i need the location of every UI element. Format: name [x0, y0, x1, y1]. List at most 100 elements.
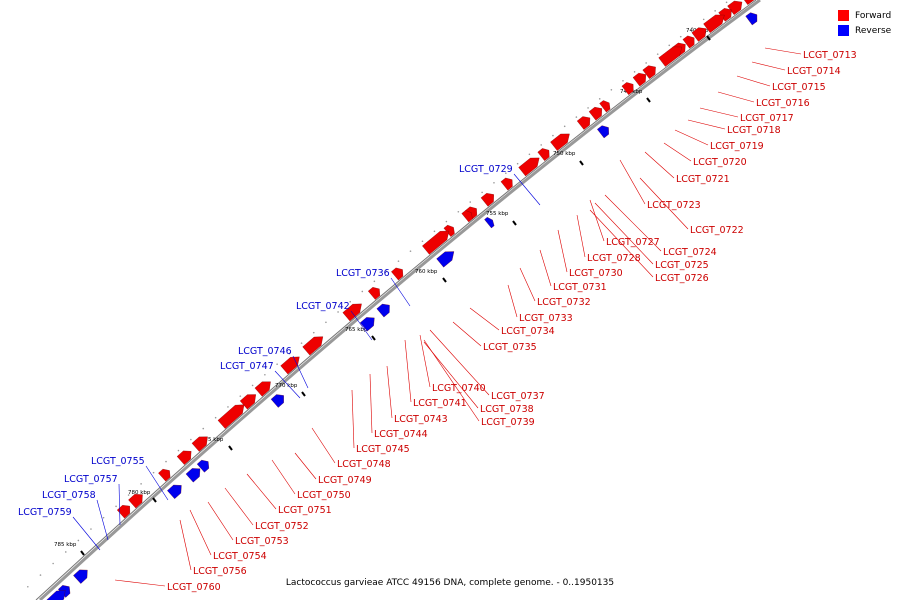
reverse-gene-arrow [167, 484, 182, 499]
forward-leader-line [557, 229, 568, 273]
scale-minor-dot [445, 220, 448, 223]
forward-gene-arrow [718, 8, 732, 22]
forward-gene-arrow [254, 381, 271, 397]
forward-gene-arrow [703, 14, 725, 33]
scale-minor-dot [202, 427, 205, 430]
scale-minor-dot [421, 240, 424, 243]
forward-gene-label: LCGT_0726 [655, 273, 709, 284]
scale-tick-mark [228, 445, 233, 451]
forward-gene-label: LCGT_0738 [480, 404, 534, 415]
scale-minor-dot [276, 363, 278, 365]
forward-gene-label: LCGT_0756 [193, 566, 247, 577]
scale-minor-dot [77, 539, 80, 542]
forward-gene-label: LCGT_0719 [710, 141, 764, 152]
reverse-gene-label: LCGT_0758 [42, 490, 96, 501]
scale-minor-dot [397, 260, 400, 262]
forward-gene-arrow [588, 107, 603, 121]
forward-gene-arrow [302, 336, 324, 356]
forward-leader-line [604, 194, 662, 252]
scale-minor-dot [656, 53, 659, 55]
genome-backbone-edge [35, 0, 757, 600]
scale-tick-mark [512, 220, 517, 226]
forward-leader-line [469, 307, 500, 331]
forward-gene-label: LCGT_0717 [740, 113, 794, 124]
scale-minor-dot [214, 416, 217, 419]
forward-leader-line [687, 119, 726, 130]
scale-tick-label: 760 kbp [415, 269, 438, 275]
scale-tick-label: 780 kbp [128, 490, 151, 496]
forward-gene-arrow [158, 468, 171, 482]
scale-minor-dot [587, 107, 589, 109]
forward-leader-line [663, 142, 692, 162]
scale-minor-dot [239, 395, 242, 397]
reverse-gene-arrow [196, 459, 210, 473]
scale-tick-mark [579, 160, 584, 166]
scale-tick-mark [152, 497, 157, 503]
forward-gene-label: LCGT_0752 [255, 521, 309, 532]
forward-leader-line [764, 47, 802, 55]
scale-tick-label: 750 kbp [553, 151, 576, 157]
forward-leader-line [717, 91, 755, 103]
reverse-leader-line [350, 310, 373, 341]
reverse-leader-line [145, 465, 169, 501]
forward-gene-arrow [480, 193, 494, 207]
forward-leader-line [589, 199, 605, 242]
reverse-gene-label: LCGT_0757 [64, 474, 118, 485]
scale-minor-dot [165, 460, 167, 463]
forward-gene-label: LCGT_0744 [374, 429, 428, 440]
forward-leader-line [594, 202, 654, 265]
scale-minor-dot [552, 134, 554, 137]
forward-gene-arrow [461, 210, 473, 223]
scale-minor-dot [90, 528, 92, 530]
forward-leader-line [179, 519, 192, 571]
reverse-gene-label: LCGT_0742 [296, 301, 350, 312]
forward-gene-arrow [191, 436, 208, 452]
scale-minor-dot [373, 280, 376, 283]
scale-minor-dot [481, 191, 483, 194]
forward-gene-arrow [744, 0, 755, 5]
legend-forward-label: Forward [855, 10, 892, 21]
forward-gene-label: LCGT_0728 [587, 253, 641, 264]
scale-tick-mark [301, 391, 306, 397]
forward-gene-label: LCGT_0720 [693, 157, 747, 168]
forward-gene-label: LCGT_0713 [803, 50, 857, 61]
scale-minor-dot [115, 505, 117, 508]
scale-minor-dot [102, 516, 105, 519]
scale-tick-mark [646, 97, 651, 103]
forward-gene-label: LCGT_0760 [167, 582, 221, 593]
scale-minor-dot [152, 471, 155, 474]
forward-leader-line [507, 284, 518, 318]
legend-reverse: Reverse [838, 23, 891, 38]
reverse-gene-label: LCGT_0759 [18, 507, 72, 518]
forward-leader-line [224, 487, 254, 526]
scale-minor-dot [361, 290, 364, 293]
forward-gene-label: LCGT_0732 [537, 297, 591, 308]
scale-minor-dot [27, 585, 29, 588]
forward-gene-arrow [621, 82, 634, 95]
scale-minor-dot [668, 44, 671, 47]
scale-minor-dot [540, 144, 542, 146]
forward-gene-arrow [116, 505, 131, 519]
forward-leader-line [404, 339, 412, 403]
legend-reverse-label: Reverse [855, 25, 892, 36]
forward-leader-line [576, 214, 586, 258]
scale-minor-dot [433, 230, 436, 233]
legend: Forward Reverse [838, 8, 891, 38]
forward-gene-arrow [599, 100, 611, 113]
scale-tick-mark [80, 550, 85, 556]
scale-minor-dot [645, 62, 647, 64]
forward-leader-line [207, 501, 234, 541]
scale-minor-dot [288, 352, 291, 355]
forward-leader-line [294, 452, 317, 480]
scale-minor-dot [679, 35, 682, 38]
scale-tick-label: 765 kbp [345, 327, 368, 333]
forward-gene-label: LCGT_0739 [481, 417, 535, 428]
scale-minor-dot [264, 373, 266, 376]
scale-minor-dot [140, 483, 142, 485]
forward-gene-label: LCGT_0730 [569, 268, 623, 279]
forward-leader-line [271, 459, 296, 495]
reverse-gene-label: LCGT_0747 [220, 361, 274, 372]
forward-leader-line [619, 159, 646, 205]
reverse-gene-arrow [46, 590, 66, 600]
forward-gene-arrow [391, 267, 404, 281]
